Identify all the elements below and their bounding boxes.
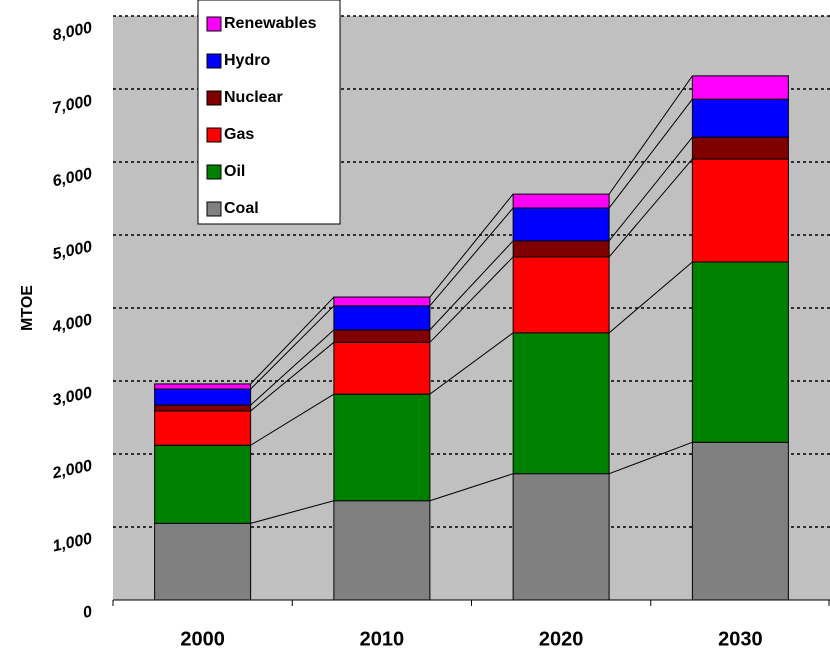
legend-label: Nuclear: [224, 89, 283, 106]
y-tick-label: 0: [81, 603, 93, 622]
bar-segment: [333, 329, 431, 343]
legend-swatch: [206, 201, 222, 217]
bar-segment: [512, 473, 610, 601]
legend-swatch: [206, 164, 222, 180]
legend-label: Gas: [224, 126, 254, 143]
connector-line: [429, 332, 514, 395]
y-tick-label: 2,000: [50, 457, 94, 482]
bar-segment: [333, 296, 431, 307]
connector-line: [608, 261, 693, 334]
bar-segment: [333, 341, 431, 395]
connector-line: [429, 473, 514, 502]
x-tick-label: 2010: [360, 628, 405, 650]
bar-segment: [154, 410, 252, 446]
x-tick-label: 2030: [718, 628, 763, 650]
bar-segment: [154, 383, 252, 390]
legend-label: Coal: [224, 200, 259, 217]
bar-segment: [691, 75, 789, 100]
legend-swatch: [206, 127, 222, 143]
connector-line: [429, 240, 514, 331]
bar-segment: [512, 256, 610, 334]
bar-segment: [154, 522, 252, 601]
y-tick-label: 3,000: [51, 384, 94, 409]
bar-segment: [512, 332, 610, 475]
legend-swatch: [206, 90, 222, 106]
bar-segment: [512, 193, 610, 209]
legend-swatch: [206, 53, 222, 69]
connector-line: [429, 207, 514, 307]
connector-line: [608, 75, 693, 195]
connector-line: [250, 393, 335, 446]
connector-line: [608, 441, 693, 475]
y-tick-label: 8,000: [51, 19, 94, 44]
y-axis-label: MTOE: [19, 285, 36, 331]
bar-segment: [333, 393, 431, 502]
x-tick-label: 2020: [539, 628, 584, 650]
connector-line: [429, 193, 514, 298]
y-tick-label: 4,000: [50, 311, 94, 336]
legend-label: Hydro: [224, 52, 270, 69]
legend: [197, 0, 341, 225]
x-tick-label: 2000: [180, 628, 225, 650]
connector-line: [608, 158, 693, 258]
y-tick-label: 6,000: [51, 165, 94, 190]
bar-segment: [154, 388, 252, 406]
bar-segment: [691, 261, 789, 443]
bar-segment: [691, 441, 789, 601]
connector-line: [608, 136, 693, 242]
connector-line: [250, 305, 335, 390]
y-tick-label: 5,000: [51, 238, 94, 263]
connector-line: [250, 329, 335, 406]
bar-segment: [333, 305, 431, 331]
legend-swatch: [206, 16, 222, 32]
bar-segment: [512, 207, 610, 242]
bar-segment: [333, 500, 431, 601]
legend-label: Renewables: [224, 15, 317, 32]
y-tick-label: 1,000: [51, 530, 94, 555]
bar-segment: [691, 136, 789, 160]
bar-segment: [691, 158, 789, 263]
legend-label: Oil: [224, 163, 245, 180]
connector-line: [429, 256, 514, 343]
bar-segment: [691, 98, 789, 138]
bar-segment: [154, 444, 252, 524]
bar-segment: [512, 240, 610, 258]
y-tick-label: 7,000: [51, 92, 94, 117]
connector-line: [250, 341, 335, 412]
connector-line: [250, 296, 335, 385]
bar-segment: [154, 404, 252, 412]
connector-line: [250, 500, 335, 524]
connector-line: [608, 98, 693, 209]
